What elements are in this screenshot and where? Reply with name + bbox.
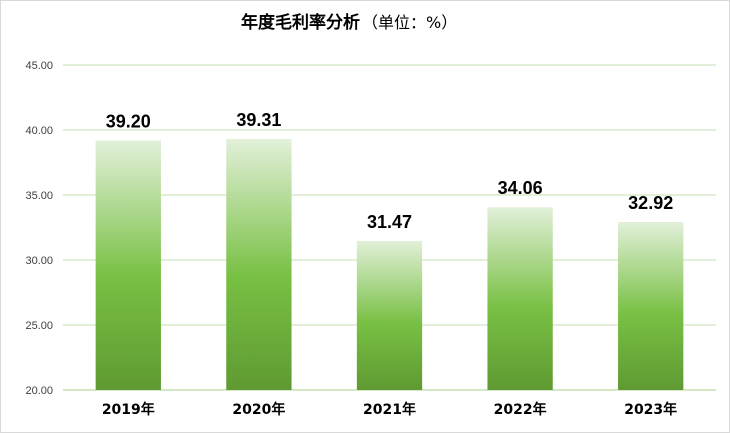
- data-labels: 39.20 39.31 31.47 34.06 32.92: [106, 110, 673, 232]
- y-tick-label: 25.00: [25, 320, 53, 332]
- bars: [95, 138, 684, 390]
- bar-2020年: [226, 138, 292, 390]
- y-tick-label: 30.00: [25, 255, 53, 267]
- gridlines: [63, 64, 716, 391]
- data-label: 39.31: [236, 110, 281, 130]
- y-tick-label: 35.00: [25, 190, 53, 202]
- bar-2019年: [95, 140, 161, 390]
- bar-2021年: [356, 240, 423, 390]
- x-tick-label: 2022年: [494, 401, 547, 418]
- x-tick-label: 2023年: [624, 401, 677, 418]
- bar-2023年: [618, 222, 684, 390]
- chart-title-text: 年度毛利率分析: [241, 12, 360, 33]
- chart-title: 年度毛利率分析 （单位：%）: [241, 12, 457, 33]
- chart-subtitle-text: （单位：%）: [362, 13, 457, 32]
- bar-2022年: [487, 207, 553, 390]
- data-label: 32.92: [628, 193, 673, 213]
- x-tick-label: 2020年: [232, 401, 285, 418]
- data-label: 31.47: [367, 212, 412, 232]
- y-tick-label: 40.00: [25, 125, 53, 137]
- data-label: 34.06: [498, 178, 543, 198]
- x-axis: 2019年 2020年 2021年 2022年 2023年: [102, 401, 677, 418]
- x-tick-label: 2021年: [363, 401, 416, 418]
- y-tick-label: 45.00: [25, 60, 53, 72]
- x-tick-label: 2019年: [102, 401, 155, 418]
- y-tick-label: 20.00: [25, 385, 53, 397]
- data-label: 39.20: [106, 111, 151, 131]
- y-axis: 20.00 25.00 30.00 35.00 40.00 45.00: [25, 60, 53, 397]
